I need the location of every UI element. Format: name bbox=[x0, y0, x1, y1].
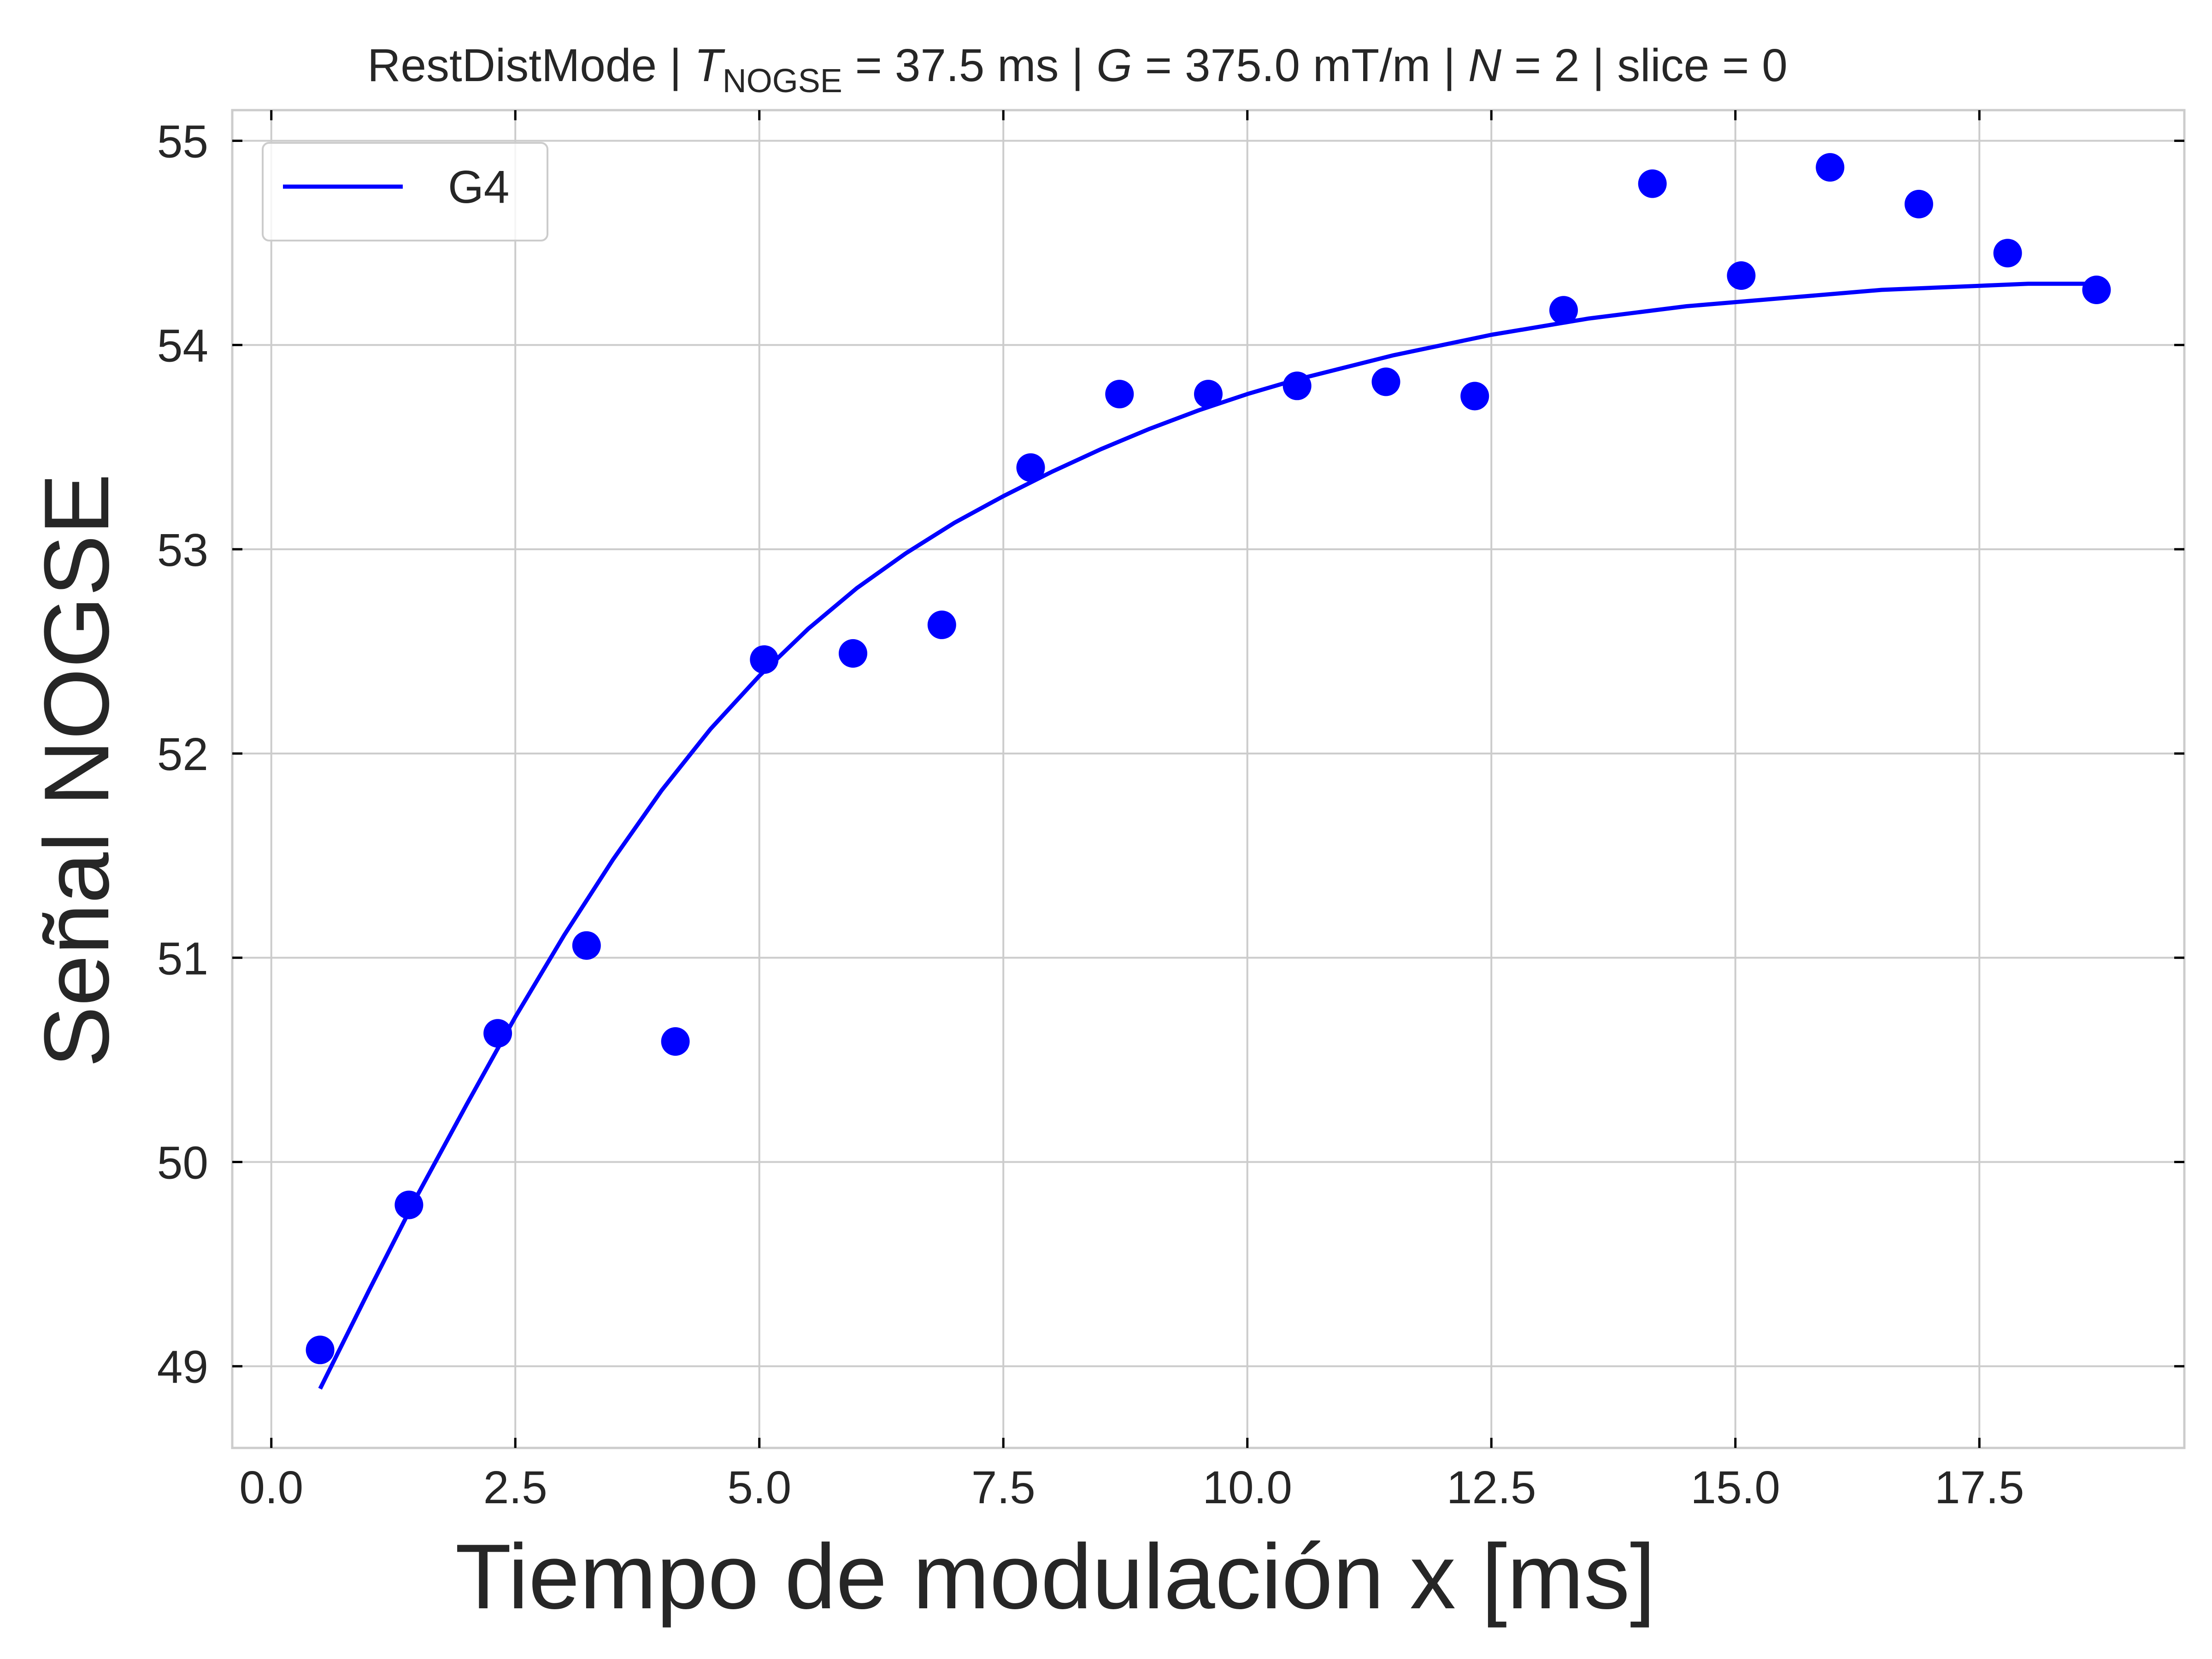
title-n-value: = 2 | slice = 0 bbox=[1501, 40, 1788, 91]
data-point bbox=[306, 1335, 335, 1365]
title-t-value: = 37.5 ms | bbox=[842, 40, 1096, 91]
grid bbox=[232, 110, 2184, 1448]
title-g-value: = 375.0 mT/m | bbox=[1132, 40, 1468, 91]
y-tick-label: 54 bbox=[157, 320, 208, 372]
data-point bbox=[483, 1019, 512, 1048]
x-tick-label: 7.5 bbox=[971, 1462, 1035, 1513]
y-tick-label: 52 bbox=[157, 729, 208, 780]
data-point bbox=[839, 639, 867, 668]
x-axis-label: Tiempo de modulación x [ms] bbox=[455, 1525, 1656, 1628]
data-point bbox=[1816, 153, 1845, 182]
legend: G4 bbox=[262, 142, 548, 241]
data-point bbox=[1993, 239, 2022, 268]
y-tick-label: 50 bbox=[157, 1137, 208, 1189]
y-tick-label: 49 bbox=[157, 1341, 208, 1393]
title-n-symbol: N bbox=[1468, 40, 1502, 91]
data-point bbox=[1194, 380, 1223, 409]
y-tick-label: 53 bbox=[157, 524, 208, 576]
plot-area bbox=[232, 110, 2184, 1448]
fit-line-g4 bbox=[318, 282, 2097, 1390]
data-point bbox=[2082, 276, 2111, 304]
data-point bbox=[1727, 261, 1756, 290]
x-tick-label: 15.0 bbox=[1690, 1462, 1780, 1513]
legend-label-g4: G4 bbox=[448, 161, 509, 213]
title-t-subscript: NOGSE bbox=[723, 63, 842, 100]
data-point bbox=[1282, 371, 1312, 400]
data-point bbox=[1638, 169, 1667, 198]
title-prefix: RestDistMode | bbox=[367, 40, 694, 91]
data-point bbox=[1105, 380, 1134, 409]
data-point bbox=[661, 1027, 690, 1056]
data-point bbox=[394, 1190, 424, 1219]
data-point bbox=[750, 645, 779, 674]
data-point bbox=[1016, 453, 1045, 482]
x-tick-label: 17.5 bbox=[1935, 1462, 2024, 1513]
data-point bbox=[572, 931, 601, 960]
data-point bbox=[1549, 296, 1578, 325]
data-point bbox=[1904, 189, 1933, 218]
x-tick-label: 10.0 bbox=[1202, 1462, 1292, 1513]
data-point bbox=[927, 610, 956, 639]
title-g-symbol: G bbox=[1096, 40, 1132, 91]
chart-title: RestDistMode | TNOGSE = 37.5 ms | G = 37… bbox=[367, 40, 1788, 100]
x-tick-label: 2.5 bbox=[483, 1462, 547, 1513]
x-tick-label: 0.0 bbox=[239, 1462, 303, 1513]
y-tick-label: 55 bbox=[157, 116, 208, 167]
y-tick-label: 51 bbox=[157, 933, 208, 984]
data-point bbox=[1460, 382, 1489, 411]
data-layer bbox=[306, 153, 2111, 1390]
y-axis-label: Señal NOGSE bbox=[25, 473, 128, 1067]
x-tick-label: 5.0 bbox=[727, 1462, 791, 1513]
x-tick-label: 12.5 bbox=[1447, 1462, 1536, 1513]
axis-ticks: 0.0 2.5 5.0 7.5 10.0 12.5 15.0 17.5 49 50 51 52 53 54… bbox=[157, 110, 2184, 1513]
plot-frame bbox=[231, 109, 2186, 1449]
title-t-symbol: T bbox=[694, 40, 725, 91]
data-point bbox=[1371, 367, 1400, 396]
legend-box bbox=[262, 142, 548, 241]
